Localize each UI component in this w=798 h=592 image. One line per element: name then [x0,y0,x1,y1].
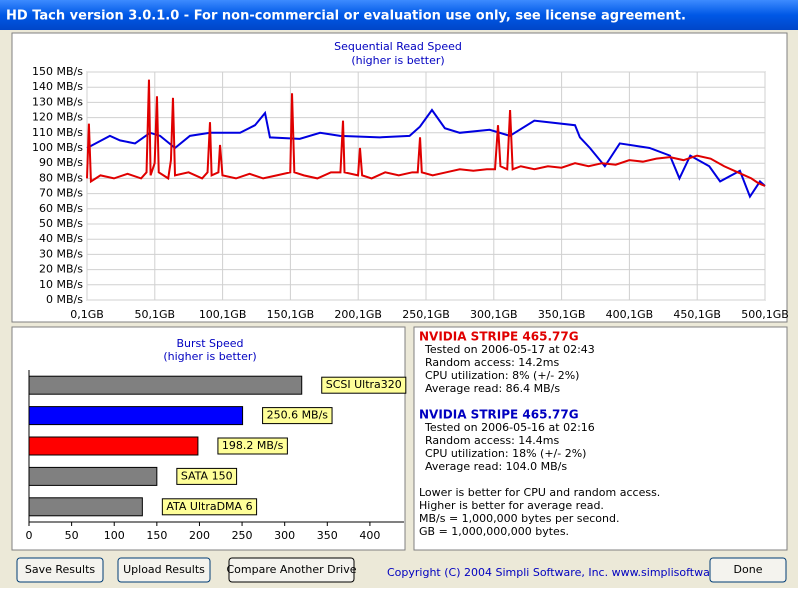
button[interactable] [16,557,104,583]
y-tick-label: 70 MB/s [39,187,83,200]
x-tick-label: 200 [189,529,210,542]
y-tick-label: 50 MB/s [39,217,83,230]
x-tick-label: 350 [317,529,338,542]
result-line: Average read: 86.4 MB/s [425,382,560,395]
burst-subtitle: (higher is better) [163,350,256,363]
button-label[interactable]: Save Results [25,563,95,576]
copyright: Copyright (C) 2004 Simpli Software, Inc.… [387,566,748,579]
bar-label: ATA UltraDMA 6 [166,500,252,513]
result-line: Tested on 2006-05-17 at 02:43 [424,343,595,356]
y-tick-label: 40 MB/s [39,232,83,245]
x-tick-label: 200,1GB [334,308,382,321]
note: GB = 1,000,000,000 bytes. [419,525,569,538]
y-tick-label: 130 MB/s [32,95,83,108]
y-tick-label: 60 MB/s [39,202,83,215]
note: Lower is better for CPU and random acces… [419,486,660,499]
result-line: CPU utilization: 8% (+/- 2%) [425,369,579,382]
bar-label: SCSI Ultra320 [326,378,402,391]
label-box [321,376,407,394]
y-tick-label: 110 MB/s [32,126,83,139]
x-tick-label: 150 [146,529,167,542]
x-tick-label: 50,1GB [135,308,176,321]
y-tick-label: 0 MB/s [46,293,83,306]
y-tick-label: 10 MB/s [39,278,83,291]
x-tick-label: 0 [26,529,33,542]
result-line: Random access: 14.2ms [425,356,560,369]
x-tick-label: 0,1GB [70,308,104,321]
bar-label: 198.2 MB/s [222,439,284,452]
x-tick-label: 50 [65,529,79,542]
y-tick-label: 30 MB/s [39,247,83,260]
button-label[interactable]: Compare Another Drive [226,563,356,576]
bar [28,406,244,426]
bar-label: SATA 150 [181,469,233,482]
y-tick-label: 80 MB/s [39,171,83,184]
x-tick-label: 100,1GB [199,308,247,321]
button[interactable] [117,557,211,583]
read-subtitle: (higher is better) [351,54,444,67]
x-tick-label: 300,1GB [470,308,518,321]
bar [28,466,158,486]
label-box [217,437,288,455]
x-tick-label: 400 [359,529,380,542]
x-tick-label: 500,1GB [741,308,789,321]
y-tick-label: 120 MB/s [32,111,83,124]
button-label[interactable]: Upload Results [123,563,205,576]
results-panel [413,326,788,551]
button[interactable] [228,557,355,583]
bar [28,436,199,456]
button[interactable] [709,557,787,583]
bar-label: 250.6 MB/s [267,409,329,422]
x-tick-label: 350,1GB [538,308,586,321]
x-tick-label: 250,1GB [402,308,450,321]
x-tick-label: 100 [104,529,125,542]
x-tick-label: 250 [232,529,253,542]
y-tick-label: 140 MB/s [32,80,83,93]
title-bar [0,0,798,30]
result-line: Average read: 104.0 MB/s [425,460,567,473]
x-tick-label: 400,1GB [606,308,654,321]
y-tick-label: 150 MB/s [32,65,83,78]
result-line: Random access: 14.4ms [425,434,560,447]
note: MB/s = 1,000,000 bytes per second. [419,512,619,525]
y-tick-label: 100 MB/s [32,141,83,154]
x-tick-label: 150,1GB [267,308,315,321]
label-box [176,467,238,485]
result-heading: NVIDIA STRIPE 465.77G [419,330,579,344]
y-tick-label: 20 MB/s [39,263,83,276]
series-line [86,79,766,187]
label-box [161,498,258,516]
bar [28,375,303,395]
window-title: HD Tach version 3.0.1.0 - For non-commer… [6,9,686,24]
read-title: Sequential Read Speed [334,40,462,53]
label-box [262,407,333,425]
x-tick-label: 450,1GB [673,308,721,321]
bar [28,497,143,517]
button-label[interactable]: Done [734,563,763,576]
burst-title: Burst Speed [176,337,243,350]
series-line [86,108,766,199]
result-line: Tested on 2006-05-16 at 02:16 [424,421,595,434]
result-line: CPU utilization: 18% (+/- 2%) [425,447,586,460]
note: Higher is better for average read. [419,499,604,512]
y-tick-label: 90 MB/s [39,156,83,169]
x-tick-label: 300 [274,529,295,542]
result-heading: NVIDIA STRIPE 465.77G [419,408,579,422]
